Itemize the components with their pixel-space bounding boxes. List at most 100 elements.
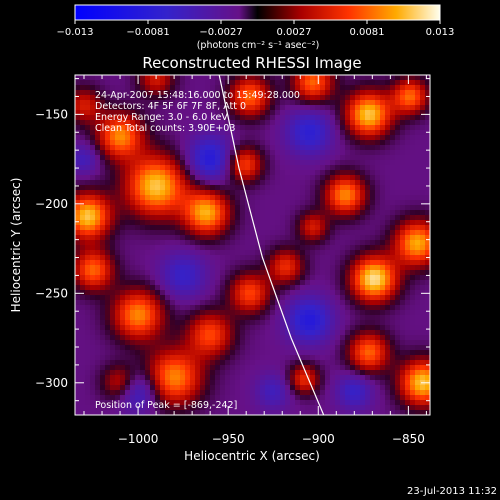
heatmap-cell <box>145 115 151 121</box>
heatmap-cell <box>335 360 341 366</box>
heatmap-cell <box>340 350 346 356</box>
heatmap-cell <box>265 235 271 241</box>
heatmap-cell <box>335 130 341 136</box>
heatmap-cell <box>320 305 326 311</box>
heatmap-cell <box>290 140 296 146</box>
heatmap-cell <box>260 265 266 271</box>
heatmap-cell <box>370 385 376 391</box>
heatmap-cell <box>285 240 291 246</box>
heatmap-cell <box>330 205 336 211</box>
heatmap-cell <box>235 155 241 161</box>
heatmap-cell <box>360 110 366 116</box>
heatmap-cell <box>100 325 106 331</box>
heatmap-cell <box>75 280 81 286</box>
heatmap-cell <box>170 280 176 286</box>
heatmap-cell <box>95 195 101 201</box>
heatmap-cell <box>405 260 411 266</box>
heatmap-cell <box>260 380 266 386</box>
heatmap-cell <box>385 135 391 141</box>
heatmap-cell <box>330 265 336 271</box>
heatmap-cell <box>265 200 271 206</box>
heatmap-cell <box>410 175 416 181</box>
heatmap-cell <box>340 75 346 81</box>
heatmap-cell <box>205 255 211 261</box>
heatmap-cell <box>245 195 251 201</box>
heatmap-cell <box>80 355 86 361</box>
heatmap-cell <box>280 135 286 141</box>
heatmap-cell <box>130 405 136 411</box>
heatmap-cell <box>345 150 351 156</box>
heatmap-cell <box>195 185 201 191</box>
heatmap-cell <box>135 150 141 156</box>
heatmap-cell <box>390 255 396 261</box>
heatmap-cell <box>170 375 176 381</box>
heatmap-cell <box>75 155 81 161</box>
heatmap-cell <box>215 110 221 116</box>
heatmap-cell <box>195 375 201 381</box>
heatmap-cell <box>420 150 426 156</box>
heatmap-cell <box>425 335 430 341</box>
heatmap-cell <box>130 90 136 96</box>
heatmap-cell <box>190 205 196 211</box>
heatmap-cell <box>190 235 196 241</box>
heatmap-cell <box>225 305 231 311</box>
heatmap-cell <box>255 345 261 351</box>
heatmap-cell <box>210 260 216 266</box>
heatmap-cell <box>185 120 191 126</box>
heatmap-cell <box>130 355 136 361</box>
heatmap-cell <box>185 90 191 96</box>
heatmap-cell <box>420 290 426 296</box>
heatmap-cell <box>300 95 306 101</box>
heatmap-cell <box>290 130 296 136</box>
heatmap-cell <box>80 125 86 131</box>
heatmap-cell <box>370 295 376 301</box>
heatmap-cell <box>230 345 236 351</box>
heatmap-cell <box>245 155 251 161</box>
heatmap-cell <box>145 135 151 141</box>
heatmap-cell <box>415 85 421 91</box>
heatmap-cell <box>295 140 301 146</box>
heatmap-cell <box>235 275 241 281</box>
heatmap-cell <box>305 155 311 161</box>
heatmap-cell <box>365 185 371 191</box>
heatmap-cell <box>80 105 86 111</box>
heatmap-cell <box>245 335 251 341</box>
heatmap-cell <box>275 95 281 101</box>
heatmap-cell <box>255 160 261 166</box>
heatmap-cell <box>95 345 101 351</box>
heatmap-cell <box>365 365 371 371</box>
heatmap-cell <box>195 195 201 201</box>
heatmap-cell <box>115 235 121 241</box>
heatmap-cell <box>395 310 401 316</box>
heatmap-cell <box>140 265 146 271</box>
heatmap-cell <box>325 90 331 96</box>
heatmap-cell <box>320 130 326 136</box>
heatmap-cell <box>150 320 156 326</box>
heatmap-cell <box>260 210 266 216</box>
heatmap-cell <box>410 185 416 191</box>
heatmap-cell <box>270 205 276 211</box>
heatmap-cell <box>200 305 206 311</box>
heatmap-cell <box>405 355 411 361</box>
heatmap-cell <box>235 355 241 361</box>
heatmap-cell <box>315 345 321 351</box>
heatmap-cell <box>140 75 146 81</box>
heatmap-cell <box>170 235 176 241</box>
heatmap-cell <box>340 290 346 296</box>
heatmap-cell <box>415 190 421 196</box>
heatmap-cell <box>225 265 231 271</box>
heatmap-cell <box>300 80 306 86</box>
heatmap-cell <box>180 225 186 231</box>
heatmap-cell <box>190 150 196 156</box>
heatmap-cell <box>150 250 156 256</box>
heatmap-cell <box>280 115 286 121</box>
heatmap-cell <box>330 365 336 371</box>
heatmap-cell <box>160 205 166 211</box>
heatmap-cell <box>100 170 106 176</box>
heatmap-cell <box>295 365 301 371</box>
heatmap-cell <box>270 305 276 311</box>
heatmap-cell <box>205 285 211 291</box>
heatmap-cell <box>175 145 181 151</box>
heatmap-cell <box>245 395 251 401</box>
heatmap-cell <box>275 180 281 186</box>
